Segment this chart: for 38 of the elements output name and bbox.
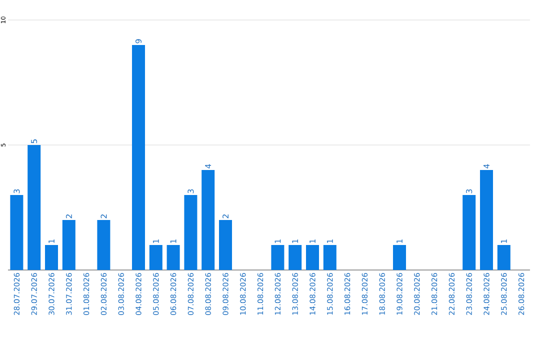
bar [62, 220, 76, 270]
data-label: 1 [292, 239, 298, 243]
data-label: 1 [500, 239, 507, 243]
bar [323, 245, 336, 270]
data-label: 5 [31, 139, 38, 144]
data-label: 3 [188, 189, 194, 194]
data-label: 1 [152, 239, 159, 243]
bar [462, 195, 476, 270]
data-label: 1 [326, 239, 333, 243]
bar [184, 195, 198, 270]
data-label: 1 [396, 239, 402, 243]
bar [97, 220, 110, 270]
data-label: 9 [135, 39, 142, 44]
data-label: 2 [100, 214, 107, 218]
bar [288, 245, 302, 270]
bar [45, 245, 58, 270]
data-label: 1 [170, 239, 176, 243]
bar [132, 44, 145, 270]
data-label: 2 [222, 214, 228, 218]
bar [202, 170, 215, 270]
bar [497, 245, 510, 270]
data-label: 3 [466, 189, 472, 194]
data-label: 2 [66, 214, 72, 218]
bar [306, 245, 320, 270]
bar [393, 245, 406, 270]
data-label: 1 [274, 239, 281, 243]
bar [149, 245, 162, 270]
data-label: 1 [310, 239, 316, 243]
data-label: 4 [484, 164, 490, 168]
bar [480, 170, 494, 270]
bar [10, 195, 24, 270]
bar [219, 220, 232, 270]
bar [28, 145, 41, 270]
bar [166, 245, 180, 270]
data-label: 3 [14, 189, 20, 194]
data-label: 4 [205, 164, 212, 168]
data-label: 1 [48, 239, 54, 243]
bar [271, 245, 284, 270]
